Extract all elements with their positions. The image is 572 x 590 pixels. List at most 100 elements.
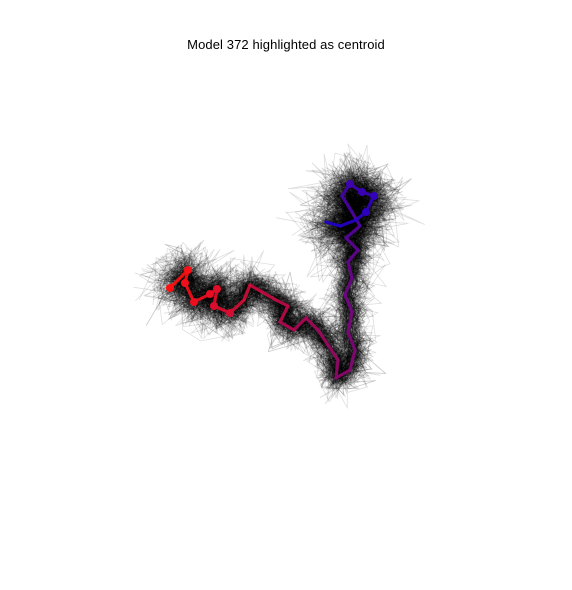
- ensemble-model-trace: [135, 158, 390, 380]
- ensemble-model-trace: [164, 164, 391, 387]
- ensemble-model-trace: [166, 175, 387, 383]
- centroid-trace: [166, 180, 378, 380]
- centroid-segment: [274, 298, 290, 308]
- ensemble-model-trace: [170, 189, 381, 379]
- ensemble-model-trace: [161, 177, 398, 382]
- ensemble-model-trace: [161, 165, 396, 370]
- ensemble-model-trace: [172, 171, 374, 386]
- ensemble-model-trace: [166, 170, 390, 387]
- ensemble-model-trace: [168, 177, 379, 379]
- ensemble-model-trace: [164, 164, 387, 388]
- ensemble-model-trace: [165, 183, 376, 379]
- figure-title: Model 372 highlighted as centroid: [187, 37, 385, 52]
- ensemble-model-trace: [157, 175, 386, 392]
- ensemble-model-trace: [165, 161, 393, 384]
- centroid-segment: [304, 316, 320, 332]
- ensemble-model-trace: [169, 153, 381, 366]
- ensemble-model-trace: [138, 172, 385, 390]
- ensemble-model-trace: [160, 167, 389, 379]
- ensemble-model-trace: [162, 176, 404, 383]
- ensemble-model-trace: [153, 174, 375, 385]
- ensemble-model-trace: [156, 184, 421, 375]
- ensemble-model-trace: [176, 190, 390, 378]
- ensemble-model-trace: [173, 166, 378, 390]
- ensemble-model-trace: [158, 164, 425, 375]
- centroid-segment: [324, 220, 342, 228]
- centroid-bead: [190, 298, 198, 306]
- centroid-segment: [346, 330, 357, 352]
- centroid-segment: [278, 304, 290, 324]
- ensemble-model-trace: [158, 170, 381, 383]
- centroid-bead: [213, 285, 221, 293]
- ensemble-model-trace: [176, 181, 387, 379]
- ensemble-model-trace: [151, 170, 393, 390]
- ensemble-model-trace: [162, 172, 381, 391]
- centroid-segment: [344, 236, 360, 252]
- ensemble-model-trace: [174, 175, 396, 384]
- centroid-segment: [248, 283, 264, 294]
- centroid-segment: [278, 320, 296, 332]
- ensemble-model-trace: [169, 177, 387, 386]
- ensemble-model-trace: [173, 168, 388, 382]
- ensemble-model-trace: [169, 180, 385, 386]
- ensemble-model-trace: [154, 165, 387, 379]
- centroid-segment: [343, 293, 354, 314]
- ensemble-model-trace: [145, 169, 383, 389]
- ensemble-model-trace: [175, 183, 387, 389]
- ensemble-model-trace: [165, 176, 379, 389]
- ensemble-model-trace: [159, 171, 384, 380]
- ensemble-model-trace: [168, 179, 385, 381]
- ensemble-model-trace: [168, 163, 377, 374]
- ensemble-model-trace: [152, 152, 383, 390]
- centroid-segment: [168, 268, 190, 290]
- centroid-segment: [346, 260, 354, 280]
- centroid-segment: [260, 290, 278, 302]
- ensemble-model-trace: [151, 180, 388, 388]
- ensemble-model-trace: [152, 175, 393, 399]
- ensemble-model-trace: [161, 180, 386, 400]
- ensemble-model-trace: [147, 177, 387, 389]
- ensemble-model-trace: [169, 163, 373, 382]
- ensemble-model-trace: [158, 160, 385, 387]
- ensemble-model-trace: [153, 171, 389, 375]
- ensemble-model-trace: [166, 179, 398, 390]
- ensemble-model-trace: [163, 179, 374, 381]
- ensemble-model-trace: [171, 190, 391, 380]
- ensemble-model-trace: [156, 176, 382, 381]
- centroid-segment: [343, 276, 354, 297]
- ensemble-model-trace: [152, 173, 385, 377]
- ensemble-model-trace: [158, 173, 388, 385]
- ensemble-model-trace: [161, 171, 395, 379]
- centroid-segment: [334, 358, 340, 380]
- ensemble-model-trace: [154, 162, 394, 410]
- ensemble-model-trace: [147, 187, 372, 388]
- ensemble-model-trace: [173, 170, 384, 382]
- ensemble-model-trace: [162, 160, 388, 383]
- ensemble-model-trace: [134, 170, 377, 375]
- ensemble-model-trace: [176, 176, 387, 378]
- ensemble-traces: [133, 143, 425, 410]
- ensemble-model-trace: [158, 156, 400, 378]
- ensemble-model-trace: [173, 165, 397, 385]
- centroid-segment: [316, 328, 330, 347]
- ensemble-model-trace: [160, 161, 385, 390]
- ensemble-model-trace: [167, 183, 401, 384]
- centroid-bead: [184, 266, 192, 274]
- ensemble-model-trace: [169, 181, 387, 381]
- ensemble-model-trace: [168, 169, 407, 392]
- ensemble-model-trace: [152, 173, 391, 385]
- ensemble-model-trace: [162, 169, 384, 376]
- centroid-bead: [226, 309, 234, 317]
- centroid-segment: [334, 368, 352, 380]
- centroid-segment: [338, 218, 358, 228]
- ensemble-model-trace: [171, 179, 379, 377]
- ensemble-model-trace: [160, 164, 398, 399]
- ensemble-model-trace: [176, 175, 395, 388]
- centroid-segment: [242, 283, 252, 302]
- centroid-bead: [362, 208, 370, 216]
- centroid-segment: [346, 248, 360, 264]
- ensemble-model-trace: [171, 176, 383, 386]
- ensemble-model-trace: [165, 190, 380, 382]
- ensemble-model-trace: [159, 175, 395, 371]
